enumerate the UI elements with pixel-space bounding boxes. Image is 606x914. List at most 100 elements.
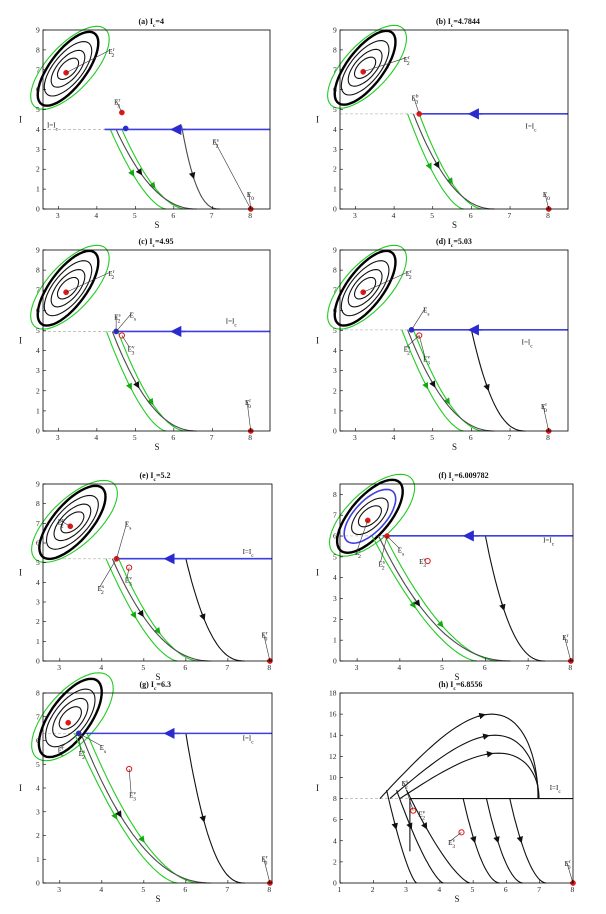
limit-cycle: [340, 260, 390, 317]
y-tick-label: 8: [333, 266, 337, 275]
leader-line: [121, 335, 130, 348]
limit-cycle: [335, 478, 404, 555]
x-tick-label: 5: [471, 885, 475, 894]
limit-cycle: [333, 29, 397, 106]
panel-e: (e) Ic=5.2 Er 2 Es Ev 3 Es 2 I=Ic Er 0 3 4 5 6 7 8 0 1 2 3 4 5…: [19, 471, 273, 682]
x-tick-label: 1: [338, 885, 342, 894]
leader-line: [413, 96, 420, 115]
limit-cycle: [56, 276, 80, 300]
separatrix-loop: [329, 473, 416, 557]
x-axis-label: S: [452, 220, 457, 230]
x-axis-label: S: [155, 442, 160, 452]
y-tick-label: 7: [333, 286, 337, 295]
limit-cycle: [43, 260, 93, 317]
separatrix-loop: [31, 479, 118, 563]
y-tick-label: 0: [36, 657, 40, 666]
leader-line: [386, 535, 400, 549]
y-tick-label: 5: [36, 105, 40, 114]
limit-cycle: [50, 269, 86, 308]
x-axis-label: S: [156, 894, 161, 904]
leader-line: [65, 271, 111, 293]
y-tick-label: 3: [333, 145, 337, 154]
y-tick-label: 4: [36, 784, 40, 793]
grey-trajectory-arrow: [137, 609, 144, 618]
green-trajectory-arrow: [425, 162, 432, 170]
plot-frame: [42, 29, 271, 210]
annotation-label: I=Ic: [543, 536, 555, 547]
leader-line: [99, 558, 117, 588]
y-tick-label: 4: [36, 125, 40, 134]
green-trajectory-arrow: [148, 181, 156, 189]
x-tick-label: 7: [225, 663, 229, 672]
x-tick-label: 8: [267, 663, 271, 672]
black-trajectory: [185, 558, 245, 662]
x-tick-label: 3: [56, 433, 60, 442]
leader-line: [115, 313, 132, 332]
annotation-label: Es: [130, 311, 136, 322]
leader-line: [59, 733, 79, 749]
y-axis-label: I: [316, 336, 319, 346]
separatrix-loop: [30, 244, 110, 330]
leader-line: [405, 335, 420, 348]
grey-trajectory: [412, 113, 495, 210]
x-axis-label: S: [155, 220, 160, 230]
green-trajectory: [401, 329, 464, 432]
x-axis-label: S: [452, 442, 457, 452]
y-tick-label: 8: [36, 689, 40, 698]
y-tick-label: 2: [333, 857, 337, 866]
separatrix-loop: [31, 672, 114, 762]
plot-frame: [339, 29, 569, 210]
leader-line: [449, 832, 462, 842]
black-trajectory: [185, 733, 245, 884]
y-tick-label: 14: [329, 731, 337, 740]
y-tick-label: 5: [36, 558, 40, 567]
limit-cycle: [36, 249, 100, 327]
y-tick-label: 7: [36, 65, 40, 74]
y-tick-label: 1: [333, 185, 337, 194]
leader-line: [263, 857, 271, 884]
annotation-label: Er 0: [261, 630, 267, 642]
y-tick-label: 4: [36, 578, 40, 587]
annotation-label: Es 2: [212, 137, 218, 149]
green-trajectory: [121, 129, 186, 210]
y-tick-label: 2: [36, 386, 40, 395]
y-tick-label: 0: [36, 205, 40, 214]
leader-line: [126, 567, 130, 579]
annotation-label: Er 2: [406, 269, 412, 281]
limit-cycle: [45, 494, 99, 550]
panel-f: (f) Ic=6.009782 Er 2 Es 2 Es Ev 3 I=Ic Er 0 3 4 5 6 7 8 0…: [316, 471, 574, 682]
green-trajectory: [418, 113, 484, 210]
leader-line: [564, 636, 572, 662]
limit-cycle: [52, 697, 89, 739]
descent-arrow: [516, 835, 523, 844]
y-tick-label: 6: [333, 306, 337, 315]
y-tick-label: 4: [333, 346, 337, 355]
x-tick-label: 8: [267, 885, 271, 894]
x-axis-label: S: [156, 672, 161, 682]
annotation-label: Es 2: [378, 559, 384, 571]
limit-cycle: [340, 40, 390, 96]
y-tick-label: 0: [333, 657, 337, 666]
leader-line: [363, 57, 406, 73]
grey-trajectory-arrow: [433, 160, 440, 169]
limit-cycle: [353, 276, 377, 300]
separatrix-loop: [327, 244, 408, 330]
grey-trajectory: [111, 558, 212, 662]
limit-cycle: [58, 706, 82, 730]
y-tick-label: 1: [333, 406, 337, 415]
annotation-label: Er 2: [404, 55, 410, 67]
grey-trajectory-arrow: [188, 171, 196, 180]
x-tick-label: 8: [568, 663, 572, 672]
descent: [509, 798, 547, 884]
green-trajectory: [86, 733, 199, 884]
descent-arrow: [493, 835, 500, 844]
x-axis-label: S: [455, 672, 460, 682]
leader-line: [128, 768, 132, 794]
panel-title: (a) Ic=4: [139, 17, 164, 29]
descent: [396, 789, 444, 884]
green-trajectory: [407, 113, 464, 210]
grey-trajectory: [115, 129, 197, 210]
x-tick-label: 6: [469, 211, 473, 220]
